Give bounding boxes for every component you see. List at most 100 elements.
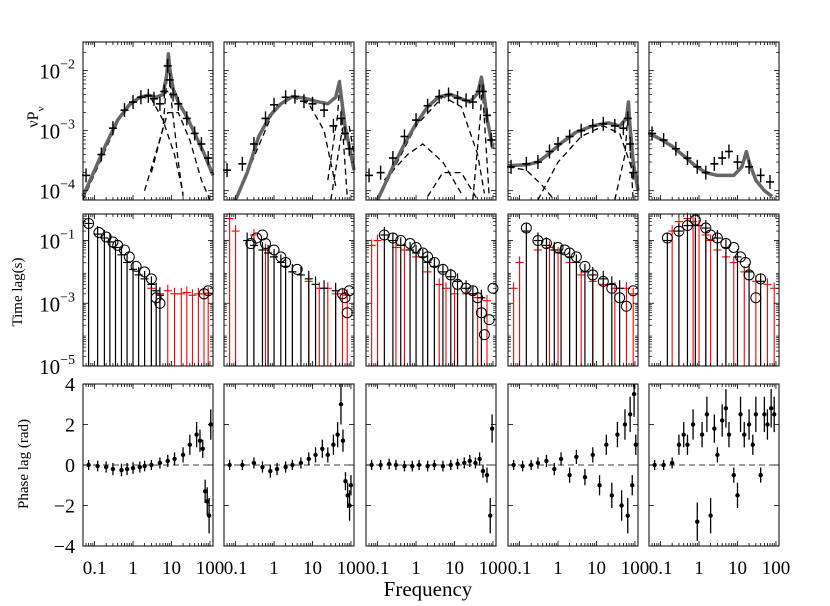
black-point-12 xyxy=(320,280,329,366)
point-marker xyxy=(627,412,633,417)
point-marker xyxy=(416,462,422,468)
point-marker xyxy=(283,464,288,470)
point-marker xyxy=(768,406,774,411)
point-marker xyxy=(535,460,541,466)
phase-point-9 xyxy=(432,459,437,471)
point-marker xyxy=(137,464,143,470)
panel-r2-c5 xyxy=(648,212,780,367)
red-point-7 xyxy=(435,278,444,366)
data-point-7 xyxy=(577,123,586,138)
x-tick-label-c1-3: 10 xyxy=(162,558,181,579)
circle-marker-16 xyxy=(478,329,490,341)
tick-base: 10 xyxy=(39,355,60,379)
model-component-1 xyxy=(377,95,486,201)
point-marker xyxy=(625,513,630,518)
phase-point-8 xyxy=(695,502,700,541)
x-tick-label-c3-1: 0.1 xyxy=(366,558,390,579)
point-marker xyxy=(582,474,588,480)
phase-point-23 xyxy=(753,396,759,433)
data-point-9 xyxy=(599,116,608,131)
red-point-7 xyxy=(577,268,586,366)
point-marker xyxy=(723,406,729,411)
phase-point-1 xyxy=(86,459,91,471)
data-point-4 xyxy=(261,111,270,126)
data-point-3 xyxy=(671,141,680,156)
circle-marker-11 xyxy=(739,256,751,268)
point-marker xyxy=(758,472,763,478)
point-marker xyxy=(348,483,354,488)
phase-point-18 xyxy=(484,467,490,483)
circle-marker-4 xyxy=(260,238,272,250)
data-point-4 xyxy=(545,144,554,159)
point-marker xyxy=(669,460,675,466)
phase-point-2 xyxy=(661,459,666,471)
circle-marker-13 xyxy=(750,292,762,304)
point-marker xyxy=(149,462,154,468)
phase-point-7 xyxy=(283,461,288,473)
phase-point-8 xyxy=(567,467,572,483)
point-marker xyxy=(552,466,557,472)
point-marker xyxy=(369,462,374,468)
phase-point-8 xyxy=(290,459,295,471)
circle-marker-6 xyxy=(564,247,576,259)
panel-r2-c3 xyxy=(365,213,499,367)
circle-marker-9 xyxy=(728,241,740,253)
circle-marker-5 xyxy=(268,244,280,256)
point-marker xyxy=(260,464,265,470)
black-point-7 xyxy=(572,254,581,366)
black-point-2 xyxy=(533,232,542,366)
data-point-3 xyxy=(108,121,117,136)
x-tick-label-c3-2: 1 xyxy=(411,558,421,579)
data-point-4 xyxy=(400,129,409,144)
black-point-5 xyxy=(270,248,279,366)
x-tick-label-c5-1: 0.1 xyxy=(649,558,673,579)
point-marker xyxy=(298,460,304,466)
data-point-5 xyxy=(412,113,421,128)
red-point-4 xyxy=(170,287,179,366)
circle-marker-1 xyxy=(245,238,257,250)
point-marker xyxy=(202,489,208,494)
point-marker xyxy=(290,462,295,468)
point-marker xyxy=(268,468,273,474)
data-point-15 xyxy=(182,111,191,126)
point-marker xyxy=(86,462,91,468)
circle-marker-2 xyxy=(673,225,685,237)
data-point-13 xyxy=(478,84,487,99)
point-marker xyxy=(574,454,579,460)
phase-point-21 xyxy=(348,475,354,496)
point-marker xyxy=(712,426,717,431)
phase-point-3 xyxy=(669,457,675,469)
point-marker xyxy=(448,462,453,468)
circle-marker-10 xyxy=(445,269,457,281)
data-point-12 xyxy=(623,111,632,126)
phase-point-4 xyxy=(393,459,399,471)
circle-marker-7 xyxy=(280,256,292,268)
red-point-10 xyxy=(204,287,213,366)
phase-point-17 xyxy=(622,409,628,440)
phase-point-15 xyxy=(615,421,620,448)
point-marker xyxy=(227,462,232,468)
phase-point-6 xyxy=(410,460,415,472)
phase-point-9 xyxy=(699,421,705,448)
data-point-13 xyxy=(765,174,774,189)
black-point-2 xyxy=(674,223,683,366)
tick-base: 10 xyxy=(39,180,60,204)
x-tick-label-c4-2: 1 xyxy=(553,558,563,579)
circle-marker-14 xyxy=(755,273,767,285)
phase-point-17 xyxy=(340,429,346,452)
data-point-2 xyxy=(97,147,106,162)
panel-frame xyxy=(82,213,214,367)
phase-point-8 xyxy=(137,461,143,473)
point-marker xyxy=(432,462,437,468)
point-marker xyxy=(480,468,486,474)
circle-marker-11 xyxy=(606,282,618,294)
phase-point-3 xyxy=(103,461,109,473)
point-marker xyxy=(676,442,682,447)
circle-marker-15 xyxy=(475,307,487,319)
model-curve xyxy=(233,80,356,201)
phase-point-21 xyxy=(631,384,637,417)
panel-frame xyxy=(648,213,780,367)
circle-marker-7 xyxy=(570,251,582,263)
data-point-8 xyxy=(718,151,727,166)
black-point-11 xyxy=(147,276,156,366)
